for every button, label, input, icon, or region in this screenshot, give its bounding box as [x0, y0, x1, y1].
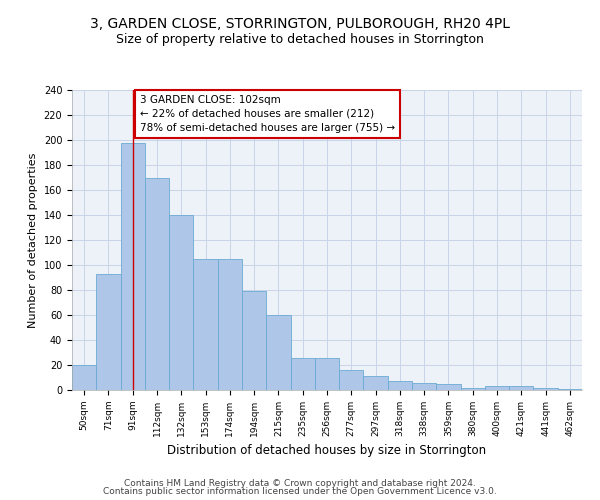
Text: 3, GARDEN CLOSE, STORRINGTON, PULBOROUGH, RH20 4PL: 3, GARDEN CLOSE, STORRINGTON, PULBOROUGH… [90, 18, 510, 32]
Bar [364, 376, 388, 390]
Bar [96, 274, 121, 390]
Bar [509, 386, 533, 390]
Bar [169, 215, 193, 390]
Text: Contains HM Land Registry data © Crown copyright and database right 2024.: Contains HM Land Registry data © Crown c… [124, 478, 476, 488]
X-axis label: Distribution of detached houses by size in Storrington: Distribution of detached houses by size … [167, 444, 487, 458]
Bar [388, 381, 412, 390]
Bar [193, 259, 218, 390]
Bar [266, 315, 290, 390]
Bar [145, 178, 169, 390]
Bar [315, 358, 339, 390]
Text: 3 GARDEN CLOSE: 102sqm
← 22% of detached houses are smaller (212)
78% of semi-de: 3 GARDEN CLOSE: 102sqm ← 22% of detached… [140, 95, 395, 133]
Bar [533, 388, 558, 390]
Bar [436, 384, 461, 390]
Bar [290, 358, 315, 390]
Bar [485, 386, 509, 390]
Bar [72, 365, 96, 390]
Y-axis label: Number of detached properties: Number of detached properties [28, 152, 38, 328]
Bar [121, 142, 145, 390]
Text: Contains public sector information licensed under the Open Government Licence v3: Contains public sector information licen… [103, 487, 497, 496]
Bar [558, 389, 582, 390]
Bar [461, 388, 485, 390]
Bar [412, 382, 436, 390]
Bar [218, 259, 242, 390]
Bar [339, 370, 364, 390]
Text: Size of property relative to detached houses in Storrington: Size of property relative to detached ho… [116, 32, 484, 46]
Bar [242, 291, 266, 390]
